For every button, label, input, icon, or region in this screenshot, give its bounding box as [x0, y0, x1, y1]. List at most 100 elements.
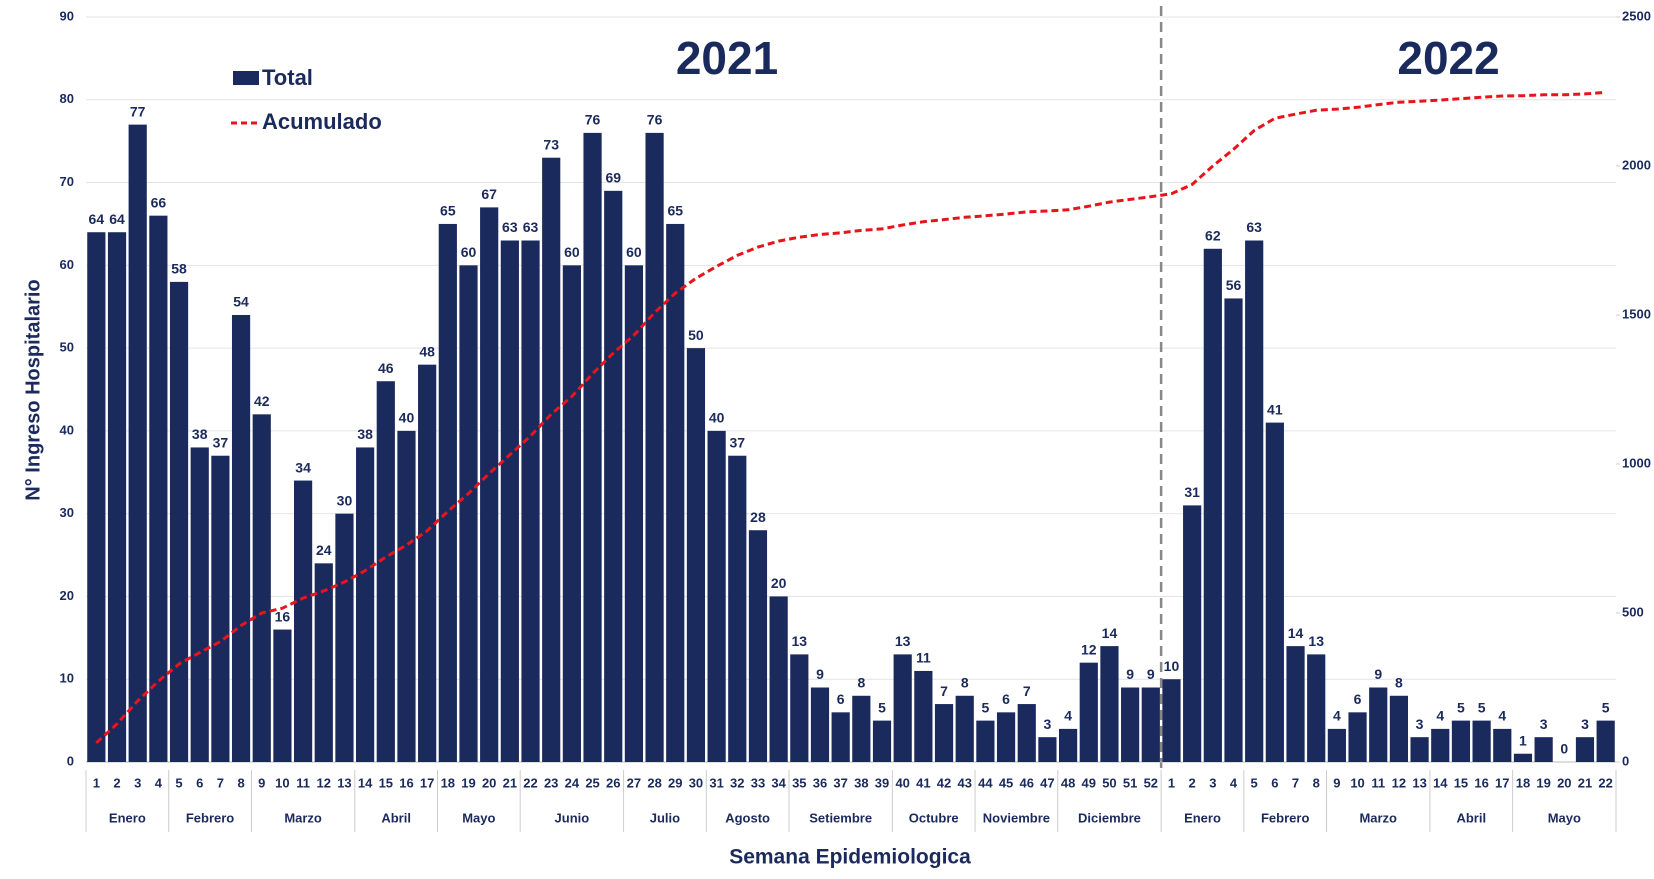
x-tick-label: 10: [1350, 775, 1364, 790]
bar: [707, 430, 726, 762]
bar-value-label: 28: [750, 509, 766, 525]
bar: [955, 695, 974, 762]
x-tick-label: 28: [647, 775, 661, 790]
bar-value-label: 5: [1602, 699, 1610, 715]
legend-swatch: [233, 71, 259, 85]
bar-value-label: 13: [895, 633, 911, 649]
bar-value-label: 20: [771, 575, 787, 591]
bar: [1141, 687, 1160, 762]
bar: [252, 414, 271, 762]
bar: [1389, 695, 1409, 762]
bar: [934, 704, 954, 762]
month-label: Mayo: [462, 810, 495, 825]
x-tick-label: 29: [668, 775, 682, 790]
bar: [1058, 728, 1078, 762]
bar-value-label: 60: [626, 244, 642, 260]
x-tick-label: 4: [155, 775, 163, 790]
x-tick-label: 17: [1495, 775, 1509, 790]
bar-value-label: 38: [192, 426, 208, 442]
bar-value-label: 11: [916, 650, 931, 666]
legend-label: Acumulado: [262, 109, 382, 134]
x-tick-label: 7: [217, 775, 224, 790]
bar-value-label: 16: [275, 608, 291, 624]
bar-value-label: 65: [667, 203, 683, 219]
x-tick-label: 5: [1251, 775, 1258, 790]
x-tick-label: 17: [420, 775, 434, 790]
x-tick-label: 18: [441, 775, 455, 790]
bar-value-label: 77: [130, 103, 146, 119]
bar-value-label: 62: [1205, 227, 1221, 243]
bar: [521, 240, 540, 762]
bar-value-label: 13: [1308, 633, 1324, 649]
bar-value-label: 56: [1226, 277, 1242, 293]
month-label: Abril: [1456, 810, 1486, 825]
y2-tick-label: 500: [1622, 604, 1644, 619]
bar: [1100, 646, 1119, 762]
bar-value-label: 4: [1436, 708, 1444, 724]
bar: [480, 207, 499, 762]
x-tick-label: 8: [237, 775, 244, 790]
bar: [893, 654, 912, 762]
x-tick-label: 12: [1392, 775, 1406, 790]
bar-value-label: 38: [357, 426, 373, 442]
bar: [583, 132, 602, 762]
x-tick-label: 39: [875, 775, 889, 790]
x-tick-label: 9: [258, 775, 265, 790]
bar: [376, 381, 395, 762]
x-tick-label: 21: [1578, 775, 1592, 790]
bar-value-label: 30: [337, 492, 353, 508]
bar: [769, 596, 788, 762]
bar: [914, 670, 933, 762]
month-label: Agosto: [725, 810, 770, 825]
x-tick-label: 42: [937, 775, 951, 790]
y-tick-label: 0: [67, 753, 74, 768]
bar-value-label: 48: [419, 343, 435, 359]
bar-value-label: 46: [378, 360, 394, 376]
month-label: Junio: [555, 810, 590, 825]
bar-value-label: 10: [1164, 658, 1180, 674]
bar-value-label: 67: [481, 186, 497, 202]
bar: [397, 430, 416, 762]
bar: [1431, 728, 1450, 762]
x-tick-label: 13: [1412, 775, 1426, 790]
cumulative-line: [95, 90, 1606, 745]
bar: [1017, 704, 1036, 762]
bar: [128, 124, 147, 763]
bar-value-label: 64: [89, 211, 105, 227]
x-tick-label: 49: [1082, 775, 1096, 790]
bar-value-label: 40: [709, 410, 725, 426]
x-tick-label: 16: [399, 775, 413, 790]
bar: [1534, 737, 1553, 762]
bar-value-label: 5: [878, 699, 886, 715]
x-tick-label: 15: [1454, 775, 1468, 790]
x-tick-label: 31: [709, 775, 723, 790]
x-tick-label: 44: [978, 775, 993, 790]
x-tick-label: 8: [1313, 775, 1320, 790]
bar: [356, 447, 375, 762]
bar: [149, 215, 168, 762]
legend-label: Total: [262, 65, 313, 90]
bar-value-label: 6: [1354, 691, 1362, 707]
x-tick-label: 20: [1557, 775, 1571, 790]
x-tick-label: 46: [1020, 775, 1034, 790]
bar: [686, 348, 706, 762]
bar: [666, 223, 685, 762]
bar-value-label: 5: [981, 699, 989, 715]
x-tick-label: 20: [482, 775, 496, 790]
month-label: Mayo: [1548, 810, 1581, 825]
x-tick-label: 6: [1271, 775, 1278, 790]
bar: [1327, 728, 1346, 762]
bar-value-label: 58: [171, 261, 187, 277]
bar: [604, 190, 623, 763]
x-tick-label: 26: [606, 775, 620, 790]
x-tick-label: 22: [1598, 775, 1612, 790]
bar-value-label: 37: [729, 434, 745, 450]
y2-tick-label: 0: [1622, 753, 1629, 768]
bar-value-label: 41: [1267, 401, 1283, 417]
bar: [1079, 662, 1098, 762]
bar-value-label: 76: [647, 112, 663, 128]
month-label: Octubre: [909, 810, 959, 825]
bar-value-label: 3: [1416, 716, 1424, 732]
bar: [562, 265, 581, 762]
month-label: Enero: [109, 810, 146, 825]
